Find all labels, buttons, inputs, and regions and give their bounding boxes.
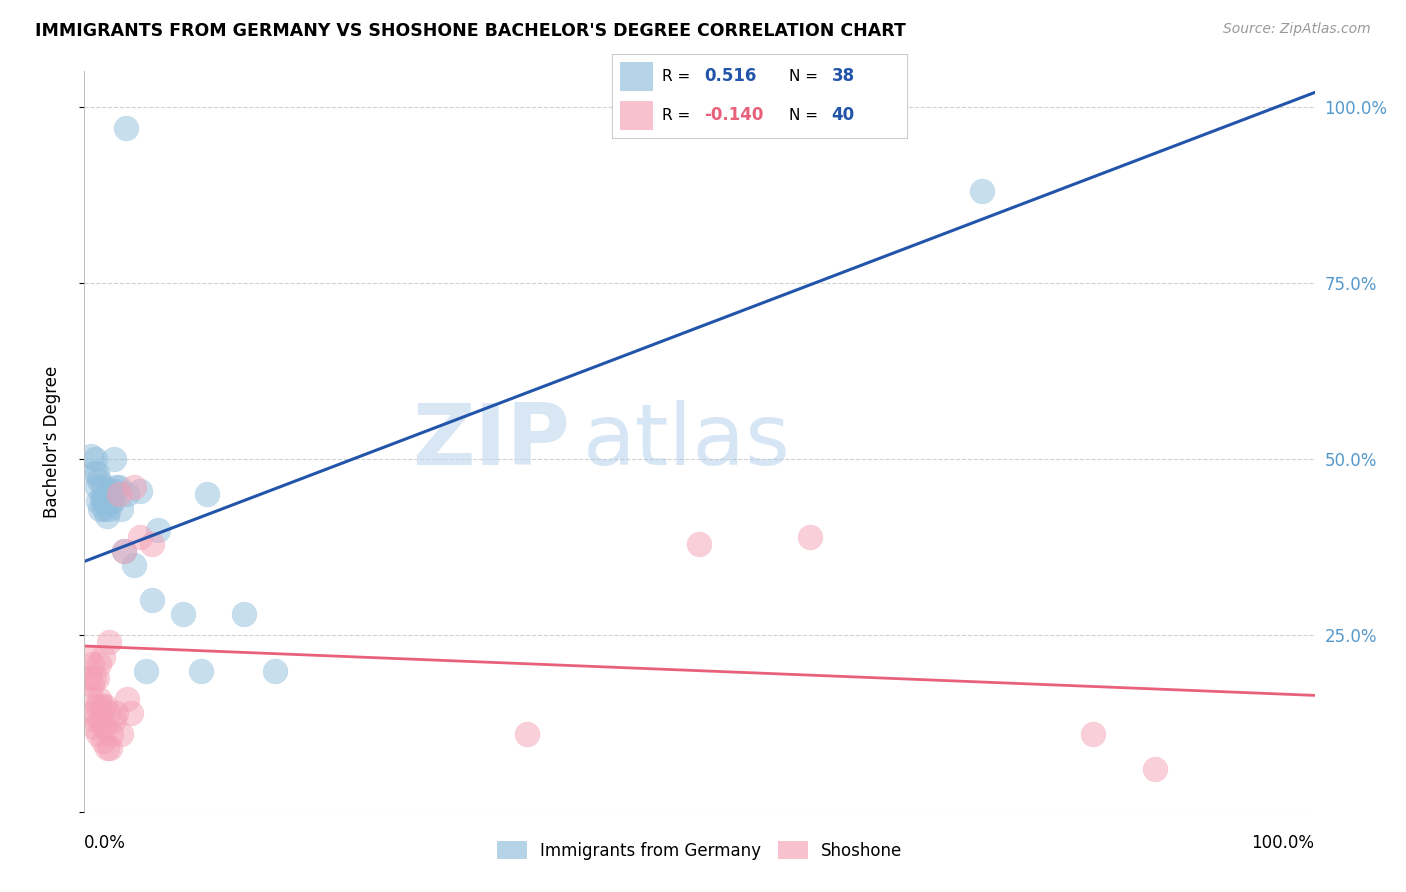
Point xyxy=(141,537,163,551)
Point xyxy=(96,741,118,756)
Point xyxy=(799,530,821,544)
Text: 0.0%: 0.0% xyxy=(84,834,127,852)
Point xyxy=(86,671,108,685)
Point xyxy=(264,664,287,678)
Bar xyxy=(620,62,652,91)
Point xyxy=(83,467,105,481)
Point xyxy=(86,467,108,481)
Point xyxy=(89,713,111,727)
Point xyxy=(94,491,117,505)
Point xyxy=(112,544,135,558)
Point xyxy=(98,501,121,516)
Text: 40: 40 xyxy=(831,106,855,124)
Point xyxy=(120,706,142,720)
Text: R =: R = xyxy=(662,108,695,123)
Point xyxy=(84,713,107,727)
Point xyxy=(89,473,111,487)
Point xyxy=(148,523,170,537)
Text: IMMIGRANTS FROM GERMANY VS SHOSHONE BACHELOR'S DEGREE CORRELATION CHART: IMMIGRANTS FROM GERMANY VS SHOSHONE BACH… xyxy=(35,22,905,40)
Point xyxy=(79,692,101,706)
Point xyxy=(80,657,103,671)
Point xyxy=(100,727,122,741)
Point xyxy=(135,664,157,678)
Point xyxy=(101,494,124,508)
Point xyxy=(117,692,139,706)
Point xyxy=(516,727,538,741)
Point xyxy=(93,720,115,734)
Point xyxy=(108,487,131,501)
Point xyxy=(100,483,122,498)
Point xyxy=(87,494,110,508)
Point xyxy=(172,607,194,622)
Point xyxy=(1083,727,1105,741)
Point xyxy=(104,483,127,498)
Point xyxy=(112,544,135,558)
Point xyxy=(90,698,112,713)
Point xyxy=(117,487,139,501)
Point xyxy=(190,664,212,678)
Text: Source: ZipAtlas.com: Source: ZipAtlas.com xyxy=(1223,22,1371,37)
Text: 0.516: 0.516 xyxy=(704,68,756,86)
Point xyxy=(94,698,117,713)
Point xyxy=(110,727,132,741)
Point xyxy=(91,734,114,748)
Point xyxy=(96,508,118,523)
Text: 38: 38 xyxy=(831,68,855,86)
Bar xyxy=(620,101,652,130)
Point xyxy=(89,501,111,516)
Point xyxy=(91,649,114,664)
Point xyxy=(82,706,104,720)
Point xyxy=(79,671,101,685)
Point xyxy=(83,671,105,685)
Text: ZIP: ZIP xyxy=(412,400,571,483)
Y-axis label: Bachelor's Degree: Bachelor's Degree xyxy=(42,366,60,517)
Text: 100.0%: 100.0% xyxy=(1251,834,1315,852)
Point xyxy=(86,698,108,713)
Text: R =: R = xyxy=(662,69,695,84)
Point xyxy=(83,720,105,734)
Point xyxy=(84,452,107,467)
Point xyxy=(141,593,163,607)
Point xyxy=(97,487,120,501)
Point xyxy=(90,491,112,505)
Point xyxy=(115,120,138,135)
Point xyxy=(122,480,145,494)
Point xyxy=(233,607,256,622)
Point xyxy=(103,713,125,727)
Text: N =: N = xyxy=(789,69,823,84)
Point xyxy=(89,657,111,671)
Text: atlas: atlas xyxy=(582,400,790,483)
Text: -0.140: -0.140 xyxy=(704,106,763,124)
Point xyxy=(86,480,108,494)
Legend: Immigrants from Germany, Shoshone: Immigrants from Germany, Shoshone xyxy=(491,834,908,866)
Point xyxy=(105,480,128,494)
Point xyxy=(98,494,121,508)
Point xyxy=(77,649,100,664)
Point xyxy=(97,706,120,720)
Point xyxy=(122,558,145,572)
Point xyxy=(108,480,131,494)
Point xyxy=(91,480,114,494)
Text: N =: N = xyxy=(789,108,823,123)
Point xyxy=(128,483,150,498)
Point xyxy=(79,449,101,463)
Point xyxy=(87,727,110,741)
Point xyxy=(91,494,114,508)
Point xyxy=(89,692,111,706)
Point xyxy=(689,537,711,551)
Point xyxy=(110,501,132,516)
Point xyxy=(1143,763,1166,777)
Point xyxy=(128,530,150,544)
Point xyxy=(105,706,128,720)
Point xyxy=(80,678,103,692)
Point xyxy=(98,741,121,756)
Point xyxy=(98,635,121,649)
Point xyxy=(972,184,994,198)
Point xyxy=(197,487,219,501)
Point xyxy=(93,501,115,516)
Point xyxy=(103,452,125,467)
